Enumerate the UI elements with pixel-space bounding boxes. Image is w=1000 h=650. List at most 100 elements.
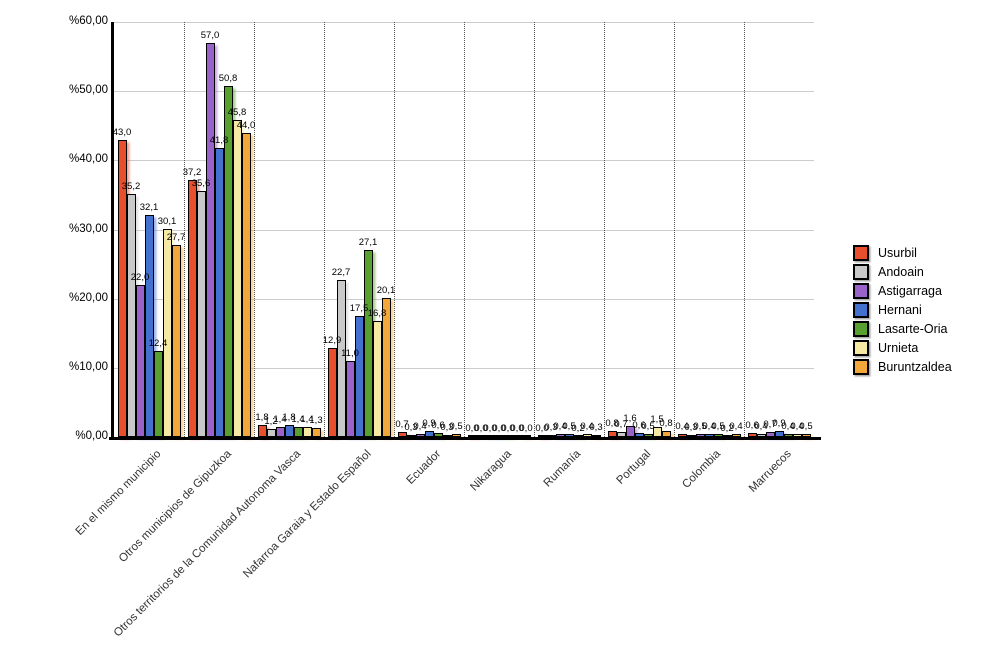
bar-value-label: 0,9 <box>772 417 786 429</box>
bar-group: 0,8 0,7 1,6 0,6 0,5 1,5 0,8 <box>604 22 674 437</box>
bar-value-label: 57,0 <box>200 29 220 41</box>
bar <box>695 434 705 437</box>
legend-label: Lasarte-Oria <box>878 321 948 336</box>
legend-item: Lasarte-Oria <box>853 320 952 337</box>
bar-value-label: 0,4 <box>413 420 427 432</box>
bar-value-label: 0,3 <box>544 421 558 433</box>
bar <box>564 434 574 437</box>
category-label: Otros municipios de Gipuzkoa <box>116 448 234 565</box>
bar-value-label: 0,6 <box>745 419 759 431</box>
category-label: Rumanía <box>541 448 584 490</box>
legend-item: Urnieta <box>853 339 952 356</box>
bar <box>546 435 556 437</box>
bar <box>406 435 416 437</box>
legend-label: Usurbil <box>878 245 917 260</box>
bar-value-label: 27,7 <box>166 231 186 243</box>
bar-value-label: 44,0 <box>236 119 256 131</box>
legend-swatch <box>853 244 869 261</box>
bar-value-label: 1,5 <box>650 413 664 425</box>
group-separator <box>324 22 325 437</box>
bar <box>451 434 461 437</box>
bar-value-label: 0,6 <box>431 419 445 431</box>
x-axis-line <box>109 437 821 440</box>
bar <box>363 250 373 437</box>
bar-value-label: 0,4 <box>790 420 804 432</box>
legend-swatch <box>853 358 869 375</box>
bar-value-label: 50,8 <box>218 72 238 84</box>
bar <box>521 435 531 437</box>
bar <box>284 425 294 437</box>
group-separator <box>254 22 255 437</box>
bar-value-label: 17,5 <box>349 302 369 314</box>
bar <box>503 435 513 437</box>
bar <box>381 298 391 437</box>
legend-item: Hernani <box>853 301 952 318</box>
bar-group: 37,2 35,6 57,0 41,8 50,8 45,8 44,0 <box>182 22 256 437</box>
bar-value-label: 0,0 <box>535 422 549 434</box>
bar-value-label: 0,4 <box>553 420 567 432</box>
bar-value-label: 1,8 <box>282 411 296 423</box>
bar <box>582 434 592 437</box>
bar-value-label: 43,0 <box>112 126 132 138</box>
bar-value-label: 16,8 <box>367 307 387 319</box>
bar <box>634 433 644 437</box>
chart-legend: Usurbil Andoain Astigarraga Hernani Lasarte-… <box>853 244 952 379</box>
bar-value-label: 0,7 <box>763 418 777 430</box>
bar <box>117 140 127 437</box>
bar-value-label: 0,0 <box>510 422 524 434</box>
legend-swatch <box>853 282 869 299</box>
bar <box>345 361 355 437</box>
y-tick-label: %40,00 <box>68 153 108 166</box>
bar-value-label: 0,4 <box>754 420 768 432</box>
bar <box>275 427 285 437</box>
y-tick-label: %50,00 <box>68 84 108 97</box>
bar <box>573 435 583 437</box>
y-tick-label: %30,00 <box>68 222 108 235</box>
bar <box>415 434 425 437</box>
bar-value-label: 20,1 <box>376 284 396 296</box>
bar-value-label: 0,0 <box>501 422 515 434</box>
y-axis-line <box>111 22 114 439</box>
group-separator <box>184 22 185 437</box>
bar <box>135 285 145 437</box>
bar-value-label: 1,4 <box>273 413 287 425</box>
bar-value-label: 22,0 <box>130 271 150 283</box>
bar-value-label: 1,4 <box>300 413 314 425</box>
y-tick-label: %10,00 <box>68 360 108 373</box>
bar <box>652 427 662 437</box>
bar <box>643 434 653 437</box>
legend-item: Astigarraga <box>853 282 952 299</box>
bar-value-label: 0,8 <box>605 417 619 429</box>
bar <box>327 348 337 437</box>
legend-label: Andoain <box>878 264 924 279</box>
bar <box>241 133 251 437</box>
category-label: Portugal <box>614 448 654 487</box>
plot-area: 43,0 35,2 22,0 32,1 12,4 30,1 27,7 37,2 35,6 57,0… <box>112 22 814 437</box>
group-separator <box>394 22 395 437</box>
bar-value-label: 0,5 <box>641 420 655 432</box>
bar-value-label: 12,4 <box>148 337 168 349</box>
bar <box>783 434 793 437</box>
bar-value-label: 37,2 <box>182 166 202 178</box>
legend-item: Andoain <box>853 263 952 280</box>
bar-value-label: 35,2 <box>121 180 141 192</box>
bar <box>372 321 382 437</box>
legend-swatch <box>853 301 869 318</box>
legend-label: Urnieta <box>878 340 919 355</box>
bar <box>731 434 741 437</box>
bar-value-label: 22,7 <box>331 266 351 278</box>
bar <box>537 435 547 437</box>
legend-item: Usurbil <box>853 244 952 261</box>
y-tick-label: %0,00 <box>75 430 108 442</box>
bar-value-label: 0,6 <box>632 419 646 431</box>
bar-value-label: 41,8 <box>209 134 229 146</box>
bar-value-label: 1,8 <box>255 411 269 423</box>
category-label: Nafarroa Garaia y Estado Español <box>241 448 374 581</box>
legend-label: Hernani <box>878 302 922 317</box>
bar-value-label: 0,4 <box>702 420 716 432</box>
bar <box>704 434 714 437</box>
category-label: Marruecos <box>746 448 794 495</box>
group-separator <box>674 22 675 437</box>
bar <box>677 434 687 437</box>
bar <box>196 191 206 437</box>
